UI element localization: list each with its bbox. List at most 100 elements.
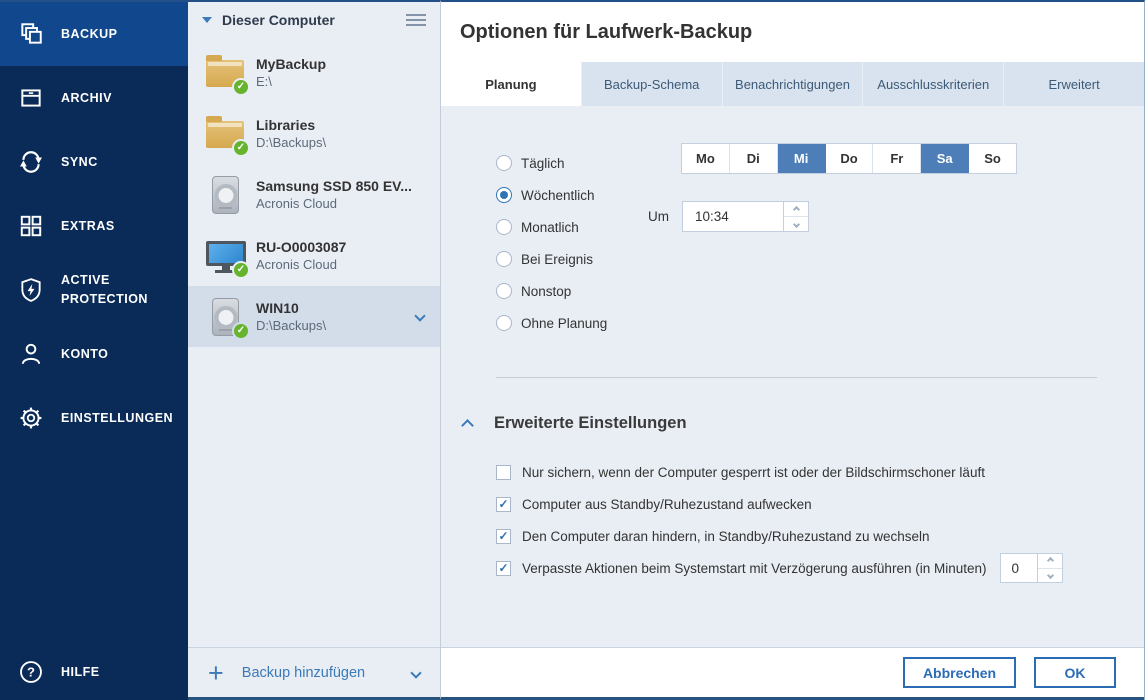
grid-icon bbox=[18, 213, 48, 239]
tab-erweitert[interactable]: Erweitert bbox=[1004, 62, 1144, 106]
advanced-settings-header: Erweiterte Einstellungen bbox=[461, 414, 687, 433]
backup-name: Samsung SSD 850 EV... bbox=[256, 178, 412, 194]
chevron-down-icon bbox=[1046, 571, 1055, 579]
day-do[interactable]: Do bbox=[826, 144, 874, 173]
drive-icon bbox=[204, 294, 250, 340]
add-backup-button[interactable]: + Backup hinzufügen bbox=[188, 647, 440, 697]
stepper-down-button[interactable] bbox=[784, 217, 808, 231]
source-dropdown-icon[interactable] bbox=[202, 17, 212, 23]
sidebar-item-label: EINSTELLUNGEN bbox=[61, 410, 174, 425]
backup-list: MyBackup E:\ Libraries D:\Backups\ Samsu… bbox=[188, 42, 440, 347]
tab-planung[interactable]: Planung bbox=[441, 62, 582, 106]
sidebar-item-label: SYNC bbox=[61, 154, 98, 169]
chevron-down-icon[interactable] bbox=[410, 666, 422, 679]
radio-label: Täglich bbox=[521, 155, 565, 171]
planung-content: Täglich Wöchentlich Monatlich Bei Ereign… bbox=[441, 106, 1144, 647]
time-setting: Um 10:34 bbox=[621, 201, 809, 232]
chevron-up-icon bbox=[792, 205, 800, 213]
stepper-down-button[interactable] bbox=[1038, 569, 1062, 583]
checkbox-checked-icon bbox=[496, 528, 511, 544]
status-ok-badge bbox=[232, 77, 250, 96]
checkbox-aufwecken[interactable]: Computer aus Standby/Ruhezustand aufweck… bbox=[496, 488, 1063, 520]
sidebar-item-label: EXTRAS bbox=[61, 218, 115, 233]
weekday-selector: Mo Di Mi Do Fr Sa So bbox=[681, 143, 1017, 174]
checkbox-label: Den Computer daran hindern, in Standby/R… bbox=[522, 528, 930, 544]
checkbox-verpasste-aktionen[interactable]: Verpasste Aktionen beim Systemstart mit … bbox=[496, 552, 1064, 584]
backup-item-libraries[interactable]: Libraries D:\Backups\ bbox=[188, 103, 440, 164]
radio-taeglich[interactable]: Täglich bbox=[496, 147, 607, 179]
cancel-button[interactable]: Abbrechen bbox=[903, 657, 1016, 688]
day-fr[interactable]: Fr bbox=[873, 144, 922, 173]
chevron-down-icon[interactable] bbox=[414, 310, 426, 322]
stepper-up-button[interactable] bbox=[784, 202, 808, 217]
sidebar-item-label: KONTO bbox=[61, 346, 109, 361]
sidebar-item-extras[interactable]: EXTRAS bbox=[0, 194, 188, 258]
radio-monatlich[interactable]: Monatlich bbox=[496, 211, 607, 243]
checkbox-label: Nur sichern, wenn der Computer gesperrt … bbox=[522, 464, 985, 480]
backup-item-ru-o0003087[interactable]: RU-O0003087 Acronis Cloud bbox=[188, 225, 440, 286]
backup-item-samsung-ssd[interactable]: Samsung SSD 850 EV... Acronis Cloud bbox=[188, 164, 440, 225]
radio-icon bbox=[496, 251, 512, 267]
radio-label: Bei Ereignis bbox=[521, 251, 594, 267]
backup-item-mybackup[interactable]: MyBackup E:\ bbox=[188, 42, 440, 103]
backup-name: MyBackup bbox=[256, 56, 327, 72]
sidebar-item-active-protection[interactable]: ACTIVE PROTECTION bbox=[0, 258, 188, 322]
backup-location: Acronis Cloud bbox=[256, 257, 337, 272]
status-ok-badge bbox=[232, 321, 250, 340]
tab-benachrichtigungen[interactable]: Benachrichtigungen bbox=[722, 62, 864, 106]
delay-minutes-stepper: 0 bbox=[1000, 553, 1064, 583]
radio-nonstop[interactable]: Nonstop bbox=[496, 275, 607, 307]
sidebar: BACKUP ARCHIV SYNC bbox=[0, 0, 188, 700]
checkbox-nur-sichern-gesperrt[interactable]: Nur sichern, wenn der Computer gesperrt … bbox=[496, 456, 1063, 488]
plus-icon: + bbox=[208, 657, 224, 688]
source-title[interactable]: Dieser Computer bbox=[222, 12, 335, 28]
radio-label: Nonstop bbox=[521, 283, 572, 299]
chevron-up-icon bbox=[1046, 557, 1055, 565]
status-ok-badge bbox=[232, 260, 250, 279]
sidebar-item-sync[interactable]: SYNC bbox=[0, 130, 188, 194]
tab-backup-schema[interactable]: Backup-Schema bbox=[581, 62, 723, 106]
dialog-footer: Abbrechen OK bbox=[441, 647, 1144, 700]
shield-lightning-icon bbox=[18, 277, 48, 303]
checkbox-checked-icon bbox=[496, 560, 511, 576]
computer-icon bbox=[204, 233, 250, 279]
backup-location: D:\Backups\ bbox=[256, 135, 327, 150]
sidebar-item-label: ACTIVE PROTECTION bbox=[61, 273, 148, 306]
backup-name: WIN10 bbox=[256, 300, 299, 316]
radio-icon bbox=[496, 315, 512, 331]
backup-icon bbox=[18, 21, 48, 47]
day-di[interactable]: Di bbox=[730, 144, 778, 173]
options-panel: Optionen für Laufwerk-Backup Planung Bac… bbox=[441, 0, 1145, 700]
checkbox-standby-verhindern[interactable]: Den Computer daran hindern, in Standby/R… bbox=[496, 520, 1063, 552]
ok-button[interactable]: OK bbox=[1034, 657, 1116, 688]
radio-ohne-planung[interactable]: Ohne Planung bbox=[496, 307, 607, 339]
sidebar-item-hilfe[interactable]: ? HILFE bbox=[0, 642, 188, 700]
radio-bei-ereignis[interactable]: Bei Ereignis bbox=[496, 243, 607, 275]
radio-woechentlich[interactable]: Wöchentlich bbox=[496, 179, 607, 211]
day-mo[interactable]: Mo bbox=[682, 144, 730, 173]
checkbox-label: Verpasste Aktionen beim Systemstart mit … bbox=[522, 560, 987, 576]
sidebar-item-archiv[interactable]: ARCHIV bbox=[0, 66, 188, 130]
sync-icon bbox=[18, 149, 48, 175]
collapse-icon[interactable] bbox=[461, 419, 474, 432]
page-title: Optionen für Laufwerk-Backup bbox=[441, 2, 1144, 62]
section-divider bbox=[496, 377, 1097, 378]
time-input[interactable]: 10:34 bbox=[682, 201, 784, 232]
backup-location: Acronis Cloud bbox=[256, 196, 337, 211]
day-sa[interactable]: Sa bbox=[921, 144, 970, 173]
radio-label: Wöchentlich bbox=[521, 187, 595, 203]
radio-selected-icon bbox=[496, 187, 512, 203]
menu-icon[interactable] bbox=[406, 9, 426, 31]
tab-ausschlusskriterien[interactable]: Ausschlusskriterien bbox=[863, 62, 1005, 106]
backup-item-win10[interactable]: WIN10 D:\Backups\ bbox=[188, 286, 440, 347]
checkbox-icon bbox=[496, 464, 511, 480]
stepper-up-button[interactable] bbox=[1038, 554, 1063, 569]
sidebar-item-einstellungen[interactable]: EINSTELLUNGEN bbox=[0, 386, 188, 450]
backup-list-panel: Dieser Computer MyBackup E:\ Libraries D… bbox=[188, 0, 441, 700]
day-mi[interactable]: Mi bbox=[777, 144, 826, 173]
backup-name: Libraries bbox=[256, 117, 316, 133]
sidebar-item-backup[interactable]: BACKUP bbox=[0, 2, 188, 66]
delay-minutes-input[interactable]: 0 bbox=[1000, 553, 1039, 583]
sidebar-item-konto[interactable]: KONTO bbox=[0, 322, 188, 386]
day-so[interactable]: So bbox=[984, 151, 1001, 166]
